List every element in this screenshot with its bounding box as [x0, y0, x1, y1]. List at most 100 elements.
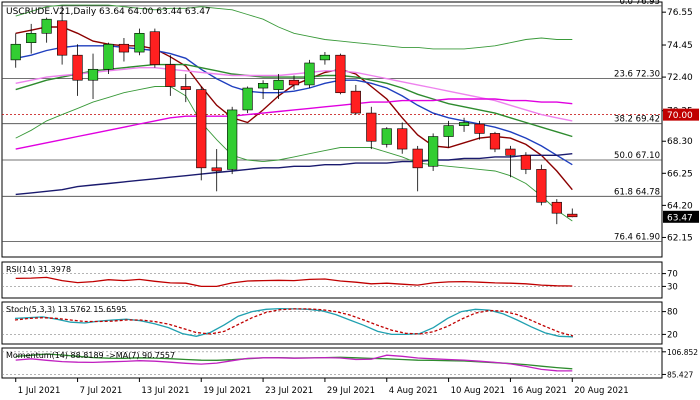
- candle-body: [257, 83, 269, 89]
- resistance-price-label: 70.00: [667, 111, 693, 121]
- fib-level-label: 0.0 76.95: [619, 0, 660, 7]
- chart-title: USCRUDE.V21,Daily 63.64 64.00 63.44 63.4…: [6, 7, 211, 17]
- candle-body: [227, 109, 238, 170]
- candle-body: [381, 128, 392, 145]
- candle-body: [319, 54, 331, 61]
- candle: [180, 73, 191, 103]
- current-price-tag: [663, 210, 699, 223]
- candle-body: [273, 79, 284, 90]
- candle-body: [288, 79, 300, 86]
- fib-level-label: 50.0 67.10: [614, 151, 660, 161]
- candle-body: [350, 90, 361, 114]
- candle-body: [180, 86, 191, 90]
- candle-body: [103, 43, 114, 70]
- candle-body: [196, 89, 207, 169]
- candle-body: [57, 20, 68, 56]
- price-tick-label: 72.40: [667, 73, 693, 83]
- candle: [227, 106, 238, 175]
- candle-body: [72, 54, 83, 81]
- candle: [242, 86, 253, 114]
- candle-body: [149, 31, 160, 65]
- candle-body: [10, 43, 21, 61]
- price-tick-label: 68.30: [667, 137, 693, 147]
- candle-body: [366, 112, 377, 142]
- momentum-title: Momentum(14) 88.8189 ->MA(7) 90.7557: [6, 351, 175, 360]
- fib-level-label: 38.2 69.42: [614, 115, 660, 125]
- date-tick-label: 1 Jul 2021: [18, 386, 61, 396]
- candle: [165, 55, 176, 96]
- candle: [10, 33, 21, 68]
- candle-body: [536, 169, 547, 203]
- panel-tick-label: 85.427: [667, 370, 693, 379]
- stoch-title: Stoch(5,3,3) 13.5762 15.6595: [6, 305, 126, 314]
- date-tick-label: 4 Aug 2021: [389, 386, 438, 396]
- candles: [10, 5, 578, 225]
- date-tick-label: 23 Jul 2021: [265, 386, 313, 396]
- date-axis: 1 Jul 2021 7 Jul 2021 13 Jul 2021 19 Jul 20…: [15, 378, 629, 396]
- fib-level-label: 61.8 64.78: [614, 187, 660, 197]
- main-panel: 0.0 76.95 23.6 72.30 38.2 69.42 50.0 67.10 6…: [1, 0, 663, 258]
- momentum-panel: 106.852 85.427 Momentum(14) 88.8189 ->MA(…: [1, 347, 698, 379]
- candle: [536, 164, 547, 206]
- candle: [103, 42, 114, 74]
- price-tick-label: 66.25: [667, 169, 693, 179]
- candle-body: [335, 54, 346, 94]
- stoch-series: 80 20: [2, 308, 678, 340]
- stoch-plot-frame: [1, 301, 663, 345]
- candle-body: [458, 122, 470, 126]
- candle: [118, 37, 130, 62]
- candle: [72, 44, 83, 96]
- candle-body: [134, 32, 145, 53]
- candle: [211, 149, 222, 192]
- date-tick-label: 13 Jul 2021: [141, 386, 189, 396]
- candle-body: [428, 136, 439, 167]
- candle-body: [41, 18, 52, 34]
- current-price-label: 63.47: [667, 213, 693, 223]
- candle-body: [474, 123, 485, 134]
- overlay-line-7: [15, 86, 573, 222]
- date-tick-label: 29 Jul 2021: [327, 386, 375, 396]
- candle: [335, 53, 346, 95]
- date-tick-label: 19 Jul 2021: [203, 386, 251, 396]
- price-tick-label: 62.15: [667, 233, 693, 243]
- candle: [458, 117, 470, 132]
- overlay-line-4: [15, 98, 573, 150]
- candle: [319, 52, 331, 65]
- panel-tick-label: 30: [667, 282, 678, 292]
- momentum-plot-frame: [1, 347, 663, 379]
- candle: [134, 28, 145, 56]
- candle: [520, 152, 531, 175]
- candle: [474, 120, 485, 140]
- candle: [87, 53, 99, 99]
- panel-tick-label: 80: [667, 308, 678, 318]
- candle-body: [242, 87, 253, 111]
- candle-body: [26, 32, 37, 43]
- candle-body: [551, 201, 562, 214]
- candle-body: [304, 62, 315, 86]
- candle: [551, 199, 562, 225]
- candle: [257, 80, 269, 99]
- panel-tick-label: 20: [667, 330, 678, 340]
- candle: [304, 59, 315, 89]
- candle-body: [412, 148, 423, 169]
- candle-body: [211, 167, 222, 172]
- candle-body: [520, 155, 531, 170]
- panel-series-line-1: [14, 308, 574, 337]
- candle: [567, 208, 578, 218]
- candle: [41, 17, 52, 43]
- candle: [381, 127, 392, 148]
- candle: [412, 145, 423, 192]
- price-axis: 76.5574.4572.4070.2568.3066.2564.2062.15…: [662, 8, 699, 243]
- price-tick-label: 64.20: [667, 201, 693, 211]
- candle-body: [505, 148, 516, 156]
- rsi-title: RSI(14) 31.3978: [6, 265, 71, 274]
- candle: [366, 106, 377, 150]
- overlay-line-5: [15, 153, 573, 196]
- candle: [149, 28, 160, 68]
- overlay-line-6: [15, 4, 573, 50]
- candle-body: [443, 125, 454, 137]
- price-tick-label: 74.45: [667, 41, 693, 51]
